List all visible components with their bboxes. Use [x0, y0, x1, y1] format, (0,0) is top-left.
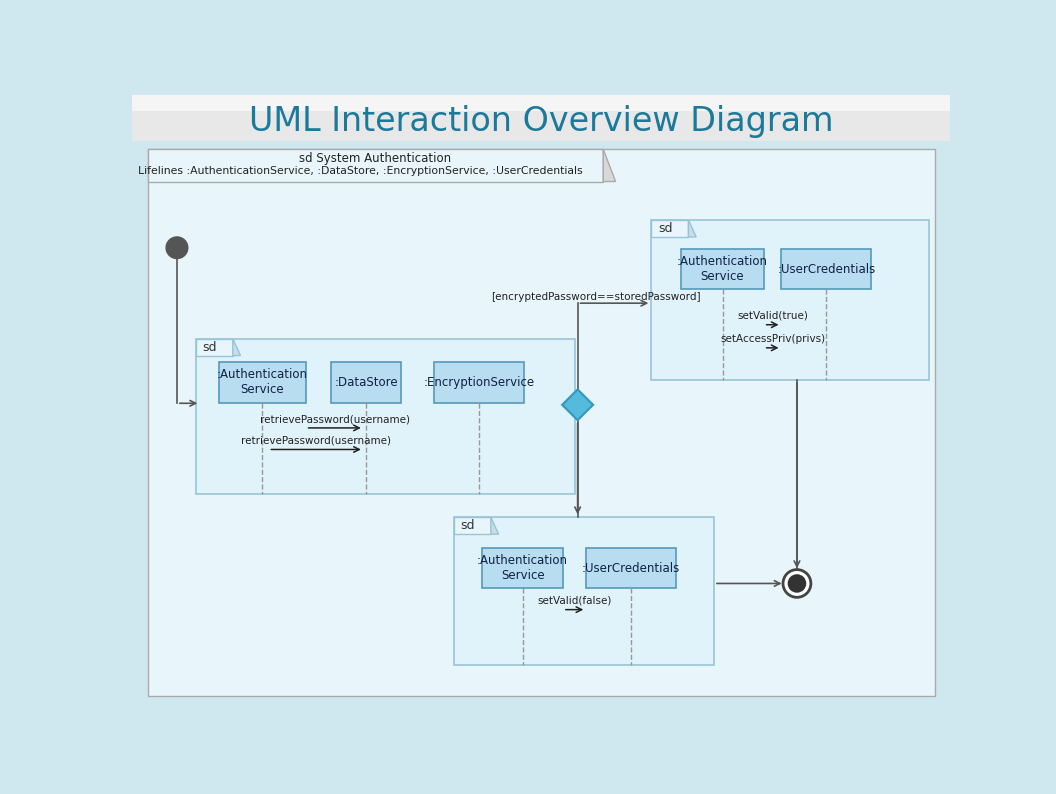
FancyBboxPatch shape: [148, 149, 935, 696]
Text: retrievePassword(username): retrievePassword(username): [241, 436, 391, 445]
Circle shape: [788, 574, 806, 592]
Text: :Authentication
Service: :Authentication Service: [216, 368, 307, 396]
FancyBboxPatch shape: [652, 220, 928, 380]
Polygon shape: [603, 149, 616, 182]
FancyBboxPatch shape: [434, 363, 524, 403]
Text: :EncryptionService: :EncryptionService: [423, 376, 534, 389]
FancyBboxPatch shape: [586, 548, 676, 588]
FancyBboxPatch shape: [454, 517, 491, 534]
Text: Lifelines :AuthenticationService, :DataStore, :EncryptionService, :UserCredentia: Lifelines :AuthenticationService, :DataS…: [137, 166, 582, 175]
Circle shape: [782, 569, 811, 597]
Text: :Authentication
Service: :Authentication Service: [677, 256, 768, 283]
FancyBboxPatch shape: [219, 363, 305, 403]
Text: sd: sd: [658, 222, 673, 235]
Text: sd: sd: [460, 519, 475, 532]
FancyBboxPatch shape: [132, 95, 950, 141]
FancyBboxPatch shape: [652, 220, 689, 237]
Text: sd System Authentication: sd System Authentication: [299, 152, 451, 165]
FancyBboxPatch shape: [195, 338, 576, 494]
Text: setValid(false): setValid(false): [538, 596, 611, 606]
Polygon shape: [491, 517, 498, 534]
FancyBboxPatch shape: [195, 338, 232, 356]
Text: setValid(true): setValid(true): [737, 311, 808, 321]
Circle shape: [166, 237, 188, 259]
Polygon shape: [232, 338, 241, 356]
FancyBboxPatch shape: [148, 149, 603, 182]
Text: setAccessPriv(privs): setAccessPriv(privs): [720, 334, 825, 344]
Text: :UserCredentials: :UserCredentials: [582, 561, 680, 575]
FancyBboxPatch shape: [781, 249, 871, 289]
Text: retrievePassword(username): retrievePassword(username): [260, 414, 410, 424]
Text: UML Interaction Overview Diagram: UML Interaction Overview Diagram: [249, 105, 833, 138]
Polygon shape: [562, 389, 593, 420]
Polygon shape: [689, 220, 696, 237]
Text: :UserCredentials: :UserCredentials: [777, 263, 875, 276]
FancyBboxPatch shape: [132, 95, 950, 110]
Text: :Authentication
Service: :Authentication Service: [477, 554, 568, 582]
Text: :DataStore: :DataStore: [335, 376, 398, 389]
FancyBboxPatch shape: [332, 363, 401, 403]
FancyBboxPatch shape: [681, 249, 763, 289]
FancyBboxPatch shape: [483, 548, 563, 588]
Text: sd: sd: [203, 341, 216, 353]
FancyBboxPatch shape: [454, 517, 714, 665]
Text: [encryptedPassword==storedPassword]: [encryptedPassword==storedPassword]: [492, 292, 701, 302]
